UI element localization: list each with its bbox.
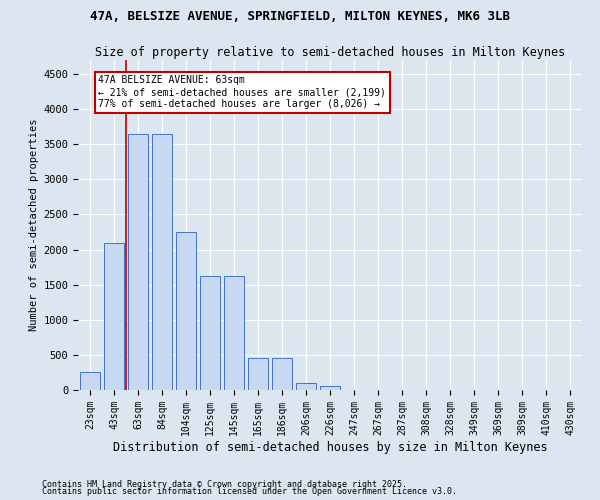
Text: 47A BELSIZE AVENUE: 63sqm
← 21% of semi-detached houses are smaller (2,199)
77% : 47A BELSIZE AVENUE: 63sqm ← 21% of semi-… [98,76,386,108]
Bar [320,386,340,390]
Bar [80,372,100,390]
Bar [104,242,124,390]
X-axis label: Distribution of semi-detached houses by size in Milton Keynes: Distribution of semi-detached houses by … [113,440,547,454]
Bar [248,358,268,390]
Title: Size of property relative to semi-detached houses in Milton Keynes: Size of property relative to semi-detach… [95,46,565,59]
Text: 47A, BELSIZE AVENUE, SPRINGFIELD, MILTON KEYNES, MK6 3LB: 47A, BELSIZE AVENUE, SPRINGFIELD, MILTON… [90,10,510,23]
Text: Contains HM Land Registry data © Crown copyright and database right 2025.: Contains HM Land Registry data © Crown c… [42,480,407,489]
Bar [128,134,148,390]
Bar [296,383,316,390]
Text: Contains public sector information licensed under the Open Government Licence v3: Contains public sector information licen… [42,487,457,496]
Bar [224,276,244,390]
Bar [176,232,196,390]
Y-axis label: Number of semi-detached properties: Number of semi-detached properties [29,118,39,331]
Bar [152,134,172,390]
Bar [200,276,220,390]
Bar [272,358,292,390]
